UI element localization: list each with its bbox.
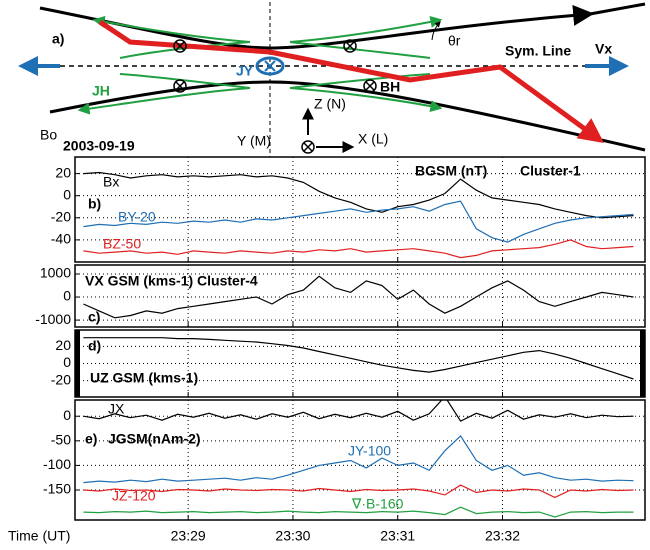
series-line (83, 239, 634, 259)
jy-symbol (264, 60, 276, 72)
series-label: BY-20 (118, 209, 156, 225)
field-line (119, 73, 251, 89)
panel: 200-20 d) UZ GSM (kms-1) (51, 329, 646, 398)
series-line (83, 506, 634, 518)
annotation: JGSM(nAm-2) (108, 431, 201, 447)
x-tick-label: 23:29 (171, 528, 206, 544)
panel-frame (74, 264, 646, 328)
y-tick-label: -50 (51, 432, 71, 448)
series-label: JY-100 (348, 443, 391, 459)
panel-frame (74, 156, 646, 263)
annotation: UZ GSM (kms-1) (90, 370, 198, 386)
y-tick-label: -20 (51, 371, 71, 387)
date-label: 2003-09-19 (63, 138, 135, 154)
x-axis-label: X (L) (358, 131, 388, 147)
panel-label: b) (88, 196, 101, 212)
series-line (83, 484, 634, 499)
y-tick-label: -100 (43, 456, 71, 472)
annotation: VX GSM (kms-1) Cluster-4 (85, 273, 258, 289)
y-tick-label: 20 (55, 164, 71, 180)
series-label: Bx (103, 174, 119, 190)
series-line (83, 400, 634, 422)
boundary (49, 80, 646, 152)
edge-bar (75, 330, 80, 397)
field-line (77, 87, 251, 115)
bo-label: Bo (40, 127, 57, 143)
x-tick-label: 23:31 (380, 528, 415, 544)
vx-label: Vx (595, 41, 612, 57)
x-tick-label: 23:30 (275, 528, 310, 544)
annotation: BGSM (nT) (415, 163, 487, 179)
series-label: JX (108, 401, 125, 417)
annotation: Cluster-1 (520, 163, 581, 179)
bh-label: BH (380, 79, 400, 95)
y-tick-label: 0 (63, 407, 71, 423)
series-label: BZ-50 (103, 236, 141, 252)
series-line (83, 275, 634, 319)
series-line (83, 200, 634, 243)
angle-arc (431, 21, 441, 41)
x-tick-label: 23:32 (485, 528, 520, 544)
series-line (83, 337, 634, 380)
panel-label: e) (85, 431, 97, 447)
sym-line-label: Sym. Line (505, 43, 571, 59)
panel-label: d) (88, 338, 101, 354)
series-label: ∇·B-160 (351, 496, 404, 512)
series-label: JZ-120 (112, 488, 156, 504)
boundary (589, 2, 646, 16)
field-line (289, 73, 431, 89)
spacecraft-path (98, 19, 605, 143)
angle-label: θr (448, 33, 461, 49)
panel-label: a) (52, 31, 64, 47)
y-tick-label: 0 (63, 186, 71, 202)
series-line (83, 434, 634, 484)
panel: 20 0 -20 -40 Bx BY-20 BZ-50 b) BGSM (nT) Cluster-… (51, 156, 646, 263)
schematic: a) θr Sym. Line Vx JY JH BH Bo 2003-09-1… (18, 2, 646, 157)
panel: 1000 0 -1000 c) VX GSM (kms-1) Cluster-4 (35, 264, 646, 328)
x-axis-title: Time (UT) (8, 528, 70, 544)
field-line (289, 41, 431, 59)
y-tick-label: 0 (63, 288, 71, 304)
current-symbols (173, 39, 377, 154)
y-tick-label: -20 (51, 208, 71, 224)
panel-label: c) (88, 309, 100, 325)
y-axis-label: Y (M) (237, 133, 271, 149)
series-line (83, 171, 634, 219)
jh-label: JH (92, 83, 110, 99)
panel: 0 -50 -100 -150 23:29 23:30 23:31 23:32 JX JY-100… (8, 399, 646, 544)
panel-frame (74, 399, 646, 521)
y-tick-label: -1000 (35, 311, 71, 327)
y-tick-label: -150 (43, 481, 71, 497)
z-axis-label: Z (N) (314, 96, 346, 112)
jy-label: JY (236, 63, 254, 79)
field-line (289, 87, 443, 113)
field-line (289, 15, 443, 43)
y-tick-label: 20 (55, 337, 71, 353)
y-tick-label: -40 (51, 231, 71, 247)
y-tick-label: 0 (63, 354, 71, 370)
field-line (92, 15, 251, 43)
y-tick-label: 1000 (40, 265, 71, 281)
jy-symbol (255, 56, 285, 76)
edge-bar (640, 330, 645, 397)
